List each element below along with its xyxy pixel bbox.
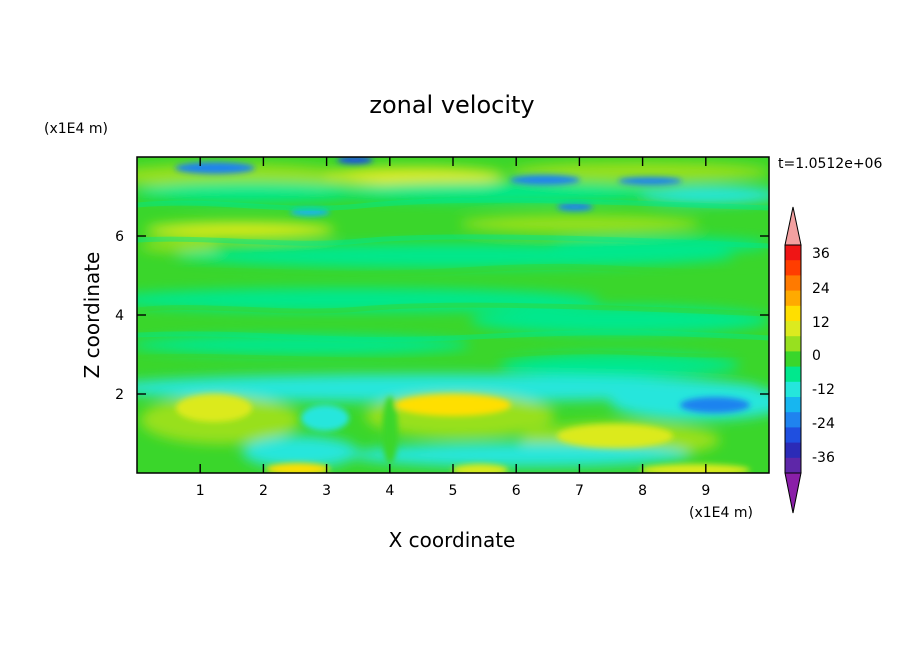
colorbar: 36 24 12 0 -12 -24 -36 <box>784 206 835 514</box>
colorbar-segment <box>785 245 801 261</box>
heatmap-cell <box>301 405 349 431</box>
heatmap-cell <box>640 464 750 473</box>
heatmap-cell <box>325 167 505 185</box>
heatmap-cell <box>137 335 470 355</box>
heatmap-cell <box>460 215 700 233</box>
x-tick-label: 4 <box>385 483 394 499</box>
colorbar-tick-label: 12 <box>812 315 830 331</box>
colorbar-segment <box>785 457 801 474</box>
heatmap-cell <box>137 288 600 312</box>
colorbar-tick-label: 36 <box>812 246 830 262</box>
colorbar-segment <box>785 275 801 292</box>
heatmap-cell <box>242 436 358 468</box>
heatmap-cell <box>557 203 593 211</box>
heatmap-cell <box>500 353 740 377</box>
heatmap-texture-lines <box>137 197 769 362</box>
heatmap-cell <box>350 443 690 467</box>
colorbar-segment <box>785 397 801 413</box>
heatmap-cell <box>137 374 760 402</box>
x-axis-units: (x1E4 m) <box>689 505 753 521</box>
colorbar-segment <box>785 381 801 398</box>
heatmap-cell <box>175 162 255 174</box>
x-axis: 1 2 3 4 5 6 7 8 9 <box>196 157 710 499</box>
heatmap-cell <box>510 162 769 182</box>
contour-line <box>137 234 769 249</box>
x-tick-label: 3 <box>322 483 331 499</box>
colorbar-segment <box>785 260 801 276</box>
colorbar-tick-label: -12 <box>812 382 835 398</box>
heatmap-cell <box>137 182 365 202</box>
contour-line <box>137 302 769 317</box>
y-tick-label: 6 <box>115 229 124 245</box>
heatmap-cell <box>140 240 220 252</box>
colorbar-segment <box>785 427 801 444</box>
colorbar-segment <box>785 321 801 337</box>
x-tick-label: 6 <box>512 483 521 499</box>
x-tick-label: 5 <box>449 483 458 499</box>
heatmap-cell <box>470 306 769 334</box>
y-axis-units: (x1E4 m) <box>44 121 108 137</box>
colorbar-segment <box>785 366 801 383</box>
heatmap-field <box>137 157 769 473</box>
y-axis-label: Z coordinate <box>80 252 104 379</box>
colorbar-segment <box>785 290 801 307</box>
x-axis-label: X coordinate <box>389 528 516 552</box>
heatmap-soft-bands <box>137 162 769 468</box>
heatmap-cell <box>290 208 330 216</box>
colorbar-frame <box>784 244 802 474</box>
heatmap-cell <box>557 424 673 448</box>
x-tick-label: 8 <box>638 483 647 499</box>
heatmap-cell <box>618 177 682 185</box>
heatmap-cell <box>452 464 508 473</box>
y-tick-label: 4 <box>115 308 124 324</box>
heatmap-cell <box>395 394 511 416</box>
colorbar-tick-label: 0 <box>812 348 821 364</box>
x-tick-label: 1 <box>196 483 205 499</box>
colorbar-tick-label: -36 <box>812 450 835 466</box>
colorbar-tick-label: 24 <box>812 281 830 297</box>
contour-line <box>137 263 769 277</box>
heatmap-cell <box>550 237 769 253</box>
colorbar-segment <box>785 351 801 368</box>
x-tick-label: 9 <box>701 483 710 499</box>
x-tick-label: 7 <box>575 483 584 499</box>
colorbar-lower-extension <box>784 472 802 514</box>
colorbar-tick-label: -24 <box>812 416 835 432</box>
time-label: t=1.0512e+06 <box>778 156 882 172</box>
y-axis: 2 4 6 <box>115 229 769 403</box>
heatmap-cell <box>145 222 335 238</box>
colorbar-segment <box>785 336 801 352</box>
x-tick-label: 2 <box>259 483 268 499</box>
heatmap-cell <box>382 396 398 464</box>
contour-line <box>137 350 769 362</box>
heatmap-cell <box>640 186 769 204</box>
heatmap-cell <box>510 175 580 185</box>
colorbar-segment <box>785 412 801 428</box>
heatmap-cell <box>337 157 373 164</box>
heatmap-detail-bands <box>175 157 750 473</box>
chart-title: zonal velocity <box>369 91 534 119</box>
heatmap-cell <box>176 394 252 422</box>
colorbar-segment <box>785 442 801 459</box>
colorbar-segment <box>785 305 801 322</box>
heatmap-cell <box>330 182 670 202</box>
y-tick-label: 2 <box>115 387 124 403</box>
heatmap-cell <box>266 463 330 473</box>
contour-line <box>137 197 769 211</box>
contour-line <box>137 330 769 343</box>
heatmap-cell <box>680 397 750 413</box>
colorbar-upper-extension <box>784 206 802 246</box>
